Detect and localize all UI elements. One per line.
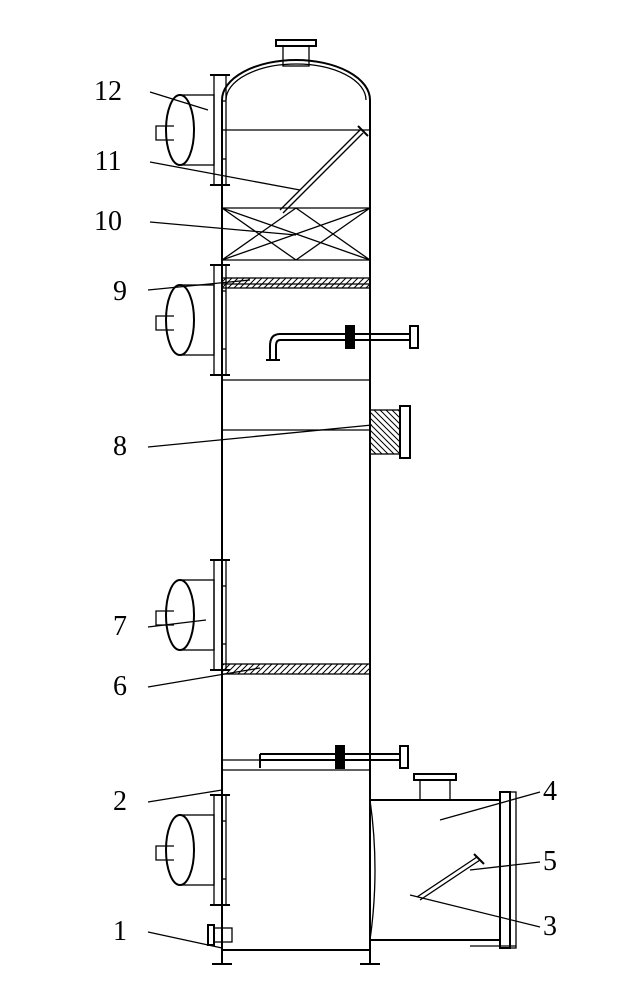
leader-line (470, 862, 540, 870)
callout-label-3: 3 (543, 911, 557, 942)
leader-line (148, 668, 260, 687)
callout-label-11: 11 (95, 146, 122, 177)
leader-line (440, 792, 540, 820)
leader-line (148, 932, 222, 948)
callout-label-7: 7 (113, 611, 127, 642)
callout-label-2: 2 (113, 786, 127, 817)
callout-label-1: 1 (113, 916, 127, 947)
callout-label-10: 10 (94, 206, 122, 237)
leader-line (410, 895, 540, 927)
tower-diagram: 12 11 10 9 8 7 6 2 1 4 5 3 (0, 0, 622, 1000)
leader-line (148, 425, 372, 447)
callout-label-12: 12 (94, 76, 122, 107)
callout-label-5: 5 (543, 846, 557, 877)
callout-label-6: 6 (113, 671, 127, 702)
callout-label-8: 8 (113, 431, 127, 462)
callout-label-9: 9 (113, 276, 127, 307)
callout-label-4: 4 (543, 776, 557, 807)
